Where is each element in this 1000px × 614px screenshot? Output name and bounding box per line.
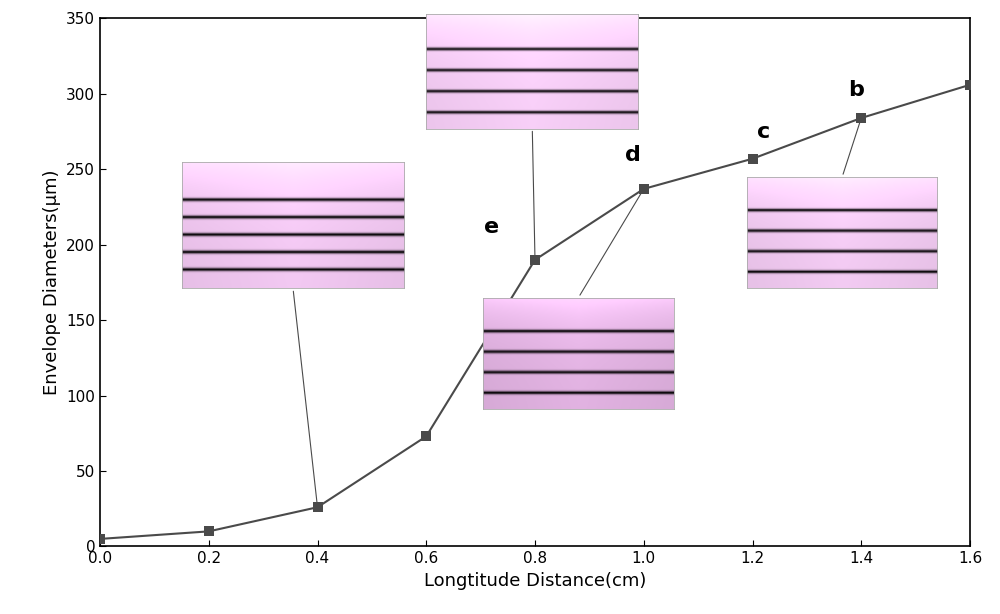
X-axis label: Longtitude Distance(cm): Longtitude Distance(cm) — [424, 572, 646, 590]
Point — [418, 432, 434, 441]
Point — [201, 526, 217, 536]
Text: e: e — [484, 217, 499, 237]
Point — [962, 80, 978, 90]
Text: c: c — [757, 122, 770, 142]
Point — [527, 255, 543, 265]
Point — [636, 184, 652, 194]
Point — [744, 154, 761, 164]
Text: b: b — [848, 80, 864, 100]
Point — [92, 534, 108, 544]
Point — [310, 502, 326, 512]
Point — [853, 113, 869, 123]
Text: d: d — [625, 145, 641, 165]
Y-axis label: Envelope Diameters(μm): Envelope Diameters(μm) — [43, 169, 61, 395]
